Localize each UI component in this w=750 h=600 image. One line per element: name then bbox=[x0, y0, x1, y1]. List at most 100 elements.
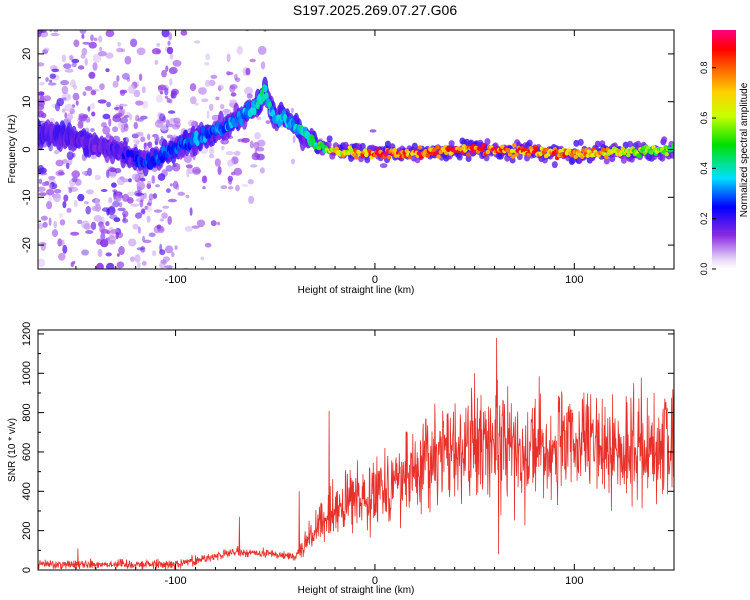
spectrogram-blob bbox=[59, 219, 66, 226]
spectrogram-blob bbox=[137, 117, 144, 122]
spectrogram-blob bbox=[105, 30, 115, 38]
spectrogram-blob bbox=[45, 77, 49, 82]
spectrogram-ridge-envelope bbox=[620, 156, 627, 164]
spectrogram-blob bbox=[122, 137, 127, 141]
spectrogram-blob bbox=[153, 271, 159, 276]
spectrogram-y-tick-label: 0 bbox=[21, 146, 33, 152]
snr-y-axis-label: SNR (10 * v/v) bbox=[7, 418, 18, 482]
colorbar-tick-label: 0.8 bbox=[699, 61, 709, 74]
spectrogram-y-tick-label: -20 bbox=[21, 237, 33, 253]
spectrogram-blob bbox=[164, 87, 169, 96]
spectrogram-blob bbox=[40, 242, 46, 251]
spectrogram-ridge-envelope bbox=[484, 138, 491, 146]
spectrogram-ridge-core bbox=[626, 152, 631, 158]
spectrogram-blob bbox=[84, 86, 93, 91]
spectrogram-blob bbox=[141, 260, 147, 266]
spectrogram-blob bbox=[148, 232, 156, 238]
spectrogram-blob bbox=[116, 261, 125, 269]
spectrogram-ridge-envelope bbox=[456, 153, 463, 161]
spectrogram-blob bbox=[198, 87, 207, 95]
spectrogram-blob bbox=[136, 47, 146, 56]
spectrogram-blob bbox=[68, 94, 72, 100]
spectrogram-blob bbox=[71, 177, 78, 183]
spectrogram-blob bbox=[38, 223, 44, 230]
spectrogram-blob bbox=[257, 139, 266, 147]
spectrogram-blob bbox=[166, 46, 174, 55]
spectrogram-blob bbox=[130, 203, 140, 207]
spectrogram-blob bbox=[93, 37, 98, 42]
spectrogram-blob bbox=[131, 133, 139, 139]
spectrogram-blob bbox=[119, 90, 126, 96]
spectrogram-blob bbox=[72, 19, 80, 22]
spectrogram-blob bbox=[102, 113, 111, 120]
spectrogram-blob bbox=[116, 253, 120, 257]
spectrogram-blob bbox=[174, 245, 178, 250]
spectrogram-blob bbox=[154, 20, 157, 23]
snr-x-axis-label: Height of straight line (km) bbox=[298, 585, 415, 596]
spectrogram-ridge-core bbox=[129, 149, 134, 158]
spectrogram-blob bbox=[249, 58, 256, 63]
spectrogram-blob bbox=[186, 168, 190, 178]
spectrogram-blob bbox=[120, 123, 129, 129]
spectrogram-blob bbox=[256, 116, 262, 121]
spectrogram-blob bbox=[57, 238, 63, 247]
spectrogram-blob bbox=[92, 62, 98, 71]
spectrogram-blob bbox=[112, 80, 119, 88]
spectrogram-blob bbox=[64, 68, 74, 73]
spectrogram-blob bbox=[37, 19, 43, 24]
spectrogram-blob bbox=[89, 0, 98, 1]
spectrogram-blob bbox=[251, 152, 260, 161]
spectrogram-ridge-core bbox=[436, 154, 441, 159]
spectrogram-blob bbox=[41, 19, 47, 26]
spectrogram-blob bbox=[49, 73, 56, 79]
spectrogram-blob bbox=[56, 274, 60, 278]
spectrogram-blob bbox=[88, 71, 96, 79]
spectrogram-blob bbox=[142, 100, 149, 109]
spectrogram-ridge-core bbox=[84, 138, 89, 147]
spectrogram-ridge-core bbox=[671, 142, 674, 147]
spectrogram-blob bbox=[102, 126, 111, 135]
spectrogram-blob bbox=[204, 242, 212, 248]
spectrogram-blob bbox=[78, 113, 86, 119]
spectrogram-blob bbox=[112, 126, 119, 133]
snr-x-tick-label: -100 bbox=[165, 575, 187, 587]
spectrogram-blob bbox=[106, 101, 112, 108]
spectrogram-blob bbox=[233, 167, 243, 176]
spectrogram-blob bbox=[234, 150, 241, 156]
colorbar-tick-label: 0.6 bbox=[699, 112, 709, 125]
spectrogram-blob bbox=[160, 126, 168, 131]
spectrogram-blob bbox=[48, 175, 56, 180]
spectrogram-ridge-core bbox=[316, 145, 322, 151]
spectrogram-y-tick-label: 20 bbox=[21, 48, 33, 60]
spectrogram-blob bbox=[159, 218, 165, 222]
spectrogram-ridge-core bbox=[581, 148, 586, 153]
spectrogram-blob bbox=[69, 55, 74, 61]
spectrogram-blob bbox=[191, 225, 200, 229]
spectrogram-blob bbox=[101, 122, 107, 128]
spectrogram-blob bbox=[71, 62, 77, 68]
spectrogram-blob bbox=[127, 191, 136, 196]
spectrogram-blob bbox=[229, 99, 237, 103]
spectrogram-blob bbox=[160, 306, 163, 309]
spectrogram-blob bbox=[90, 89, 97, 96]
spectrogram-blob bbox=[254, 132, 261, 140]
spectrogram-ridge-core bbox=[200, 125, 206, 134]
spectrogram-ridge-core bbox=[387, 155, 392, 160]
spectrogram-blob bbox=[184, 225, 193, 232]
colorbar-axes: 0.0 0.2 0.4 0.6 0.8 bbox=[699, 61, 716, 275]
snr-y-tick-label: 600 bbox=[21, 443, 33, 461]
snr-y-tick-label: 200 bbox=[21, 521, 33, 539]
spectrogram-ridge-core bbox=[664, 152, 669, 157]
spectrogram-blob bbox=[53, 189, 62, 194]
spectrogram-blob bbox=[137, 226, 141, 234]
spectrogram-blob bbox=[106, 262, 115, 269]
spectrogram-blob bbox=[90, 128, 95, 132]
spectrogram-blob bbox=[94, 174, 101, 181]
spectrogram-blob bbox=[154, 119, 164, 128]
spectrogram-blob bbox=[220, 185, 228, 190]
spectrogram-blob bbox=[185, 194, 190, 199]
spectrogram-blob bbox=[128, 84, 136, 94]
spectrogram-blob bbox=[61, 239, 65, 247]
spectrogram-blob bbox=[241, 137, 250, 143]
spectrogram-blob bbox=[85, 230, 94, 234]
